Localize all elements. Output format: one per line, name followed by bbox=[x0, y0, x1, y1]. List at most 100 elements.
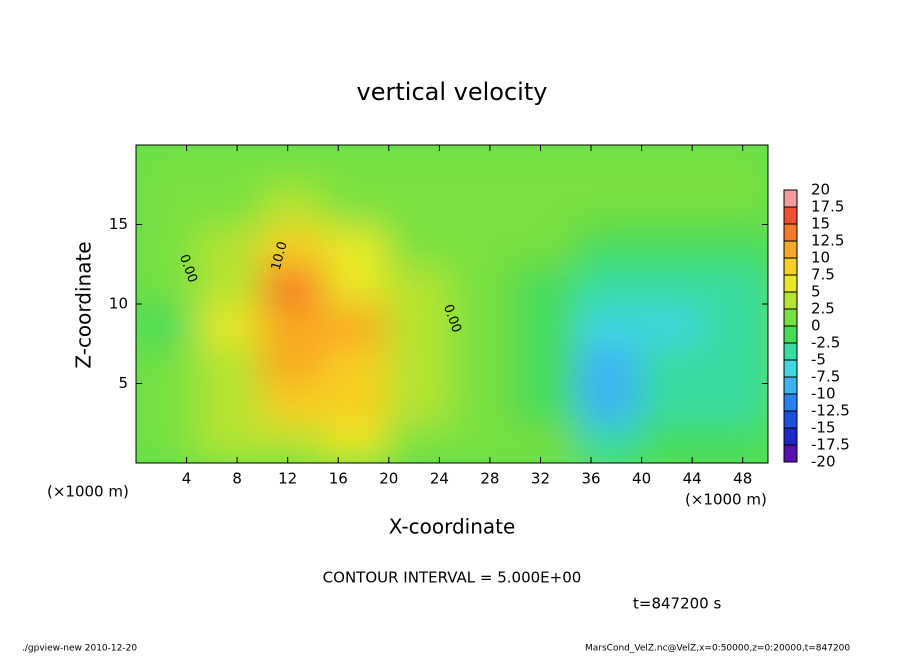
field-cell bbox=[386, 421, 454, 463]
colorbar-band bbox=[784, 190, 797, 207]
colorbar-label: -5 bbox=[811, 351, 826, 369]
cells bbox=[136, 145, 768, 463]
field-cell bbox=[260, 381, 328, 426]
colorbar-band bbox=[784, 275, 797, 292]
field-cell bbox=[260, 222, 328, 267]
field-cell bbox=[450, 182, 518, 227]
x-unit: (×1000 m) bbox=[685, 491, 767, 509]
x-tick-label: 36 bbox=[581, 470, 600, 488]
colorbar-label: 17.5 bbox=[811, 198, 844, 216]
field-cell bbox=[136, 222, 202, 267]
x-tick-label: 44 bbox=[683, 470, 702, 488]
field-cell bbox=[197, 421, 265, 463]
field-cell bbox=[513, 381, 581, 426]
field-cell bbox=[323, 341, 391, 386]
field-cell bbox=[136, 381, 202, 426]
x-tick-label: 28 bbox=[480, 470, 499, 488]
contour-interval: CONTOUR INTERVAL = 5.000E+00 bbox=[323, 569, 582, 587]
colorbar-label: -10 bbox=[811, 385, 836, 403]
field-cell bbox=[702, 262, 768, 306]
field-cell bbox=[260, 145, 328, 187]
colorbar-band bbox=[784, 360, 797, 377]
field-cell bbox=[576, 262, 644, 306]
y-tick-label: 10 bbox=[109, 295, 128, 313]
colorbar-label: -7.5 bbox=[811, 368, 840, 386]
field-cell bbox=[197, 302, 265, 346]
field-cell bbox=[639, 262, 707, 306]
field-cell bbox=[702, 145, 768, 187]
colorbar-label: 2.5 bbox=[811, 300, 835, 318]
field-cell bbox=[197, 145, 265, 187]
footer-right: MarsCond_VelZ.nc@VelZ,x=0:50000,z=0:2000… bbox=[585, 644, 850, 654]
colorbar-label: -17.5 bbox=[811, 436, 850, 454]
colorbar-band bbox=[784, 224, 797, 241]
field-cell bbox=[386, 222, 454, 267]
colorbar-band bbox=[784, 309, 797, 326]
y-tick-label: 5 bbox=[118, 374, 128, 392]
field-cell bbox=[576, 341, 644, 386]
field-cell bbox=[386, 381, 454, 426]
field-cell bbox=[450, 302, 518, 346]
colorbar-label: 7.5 bbox=[811, 266, 835, 284]
field-cell bbox=[576, 302, 644, 346]
field-cell bbox=[450, 145, 518, 187]
field-cell bbox=[136, 302, 202, 346]
field-cell bbox=[386, 341, 454, 386]
x-tick-label: 20 bbox=[379, 470, 398, 488]
contour-label: 10.0 bbox=[269, 240, 291, 272]
field-cell bbox=[639, 182, 707, 227]
field-cell bbox=[260, 262, 328, 306]
field-cell bbox=[323, 381, 391, 426]
field bbox=[136, 145, 768, 463]
field-cell bbox=[197, 182, 265, 227]
field-cell bbox=[136, 182, 202, 227]
field-cell bbox=[702, 182, 768, 227]
field-cell bbox=[639, 302, 707, 346]
field-cell bbox=[450, 341, 518, 386]
field-cell bbox=[323, 421, 391, 463]
field-cell bbox=[576, 182, 644, 227]
field-cell bbox=[260, 302, 328, 346]
field-cell bbox=[450, 381, 518, 426]
field-cell bbox=[260, 341, 328, 386]
field-cell bbox=[323, 262, 391, 306]
field-cell bbox=[702, 222, 768, 267]
x-tick-label: 16 bbox=[329, 470, 348, 488]
field-cell bbox=[386, 302, 454, 346]
field-cell bbox=[323, 222, 391, 267]
field-cell bbox=[513, 182, 581, 227]
field-cell bbox=[702, 302, 768, 346]
colorbar-band bbox=[784, 241, 797, 258]
field-cell bbox=[323, 302, 391, 346]
field-cell bbox=[136, 421, 202, 463]
colorbar-band bbox=[784, 411, 797, 428]
field-cell bbox=[136, 145, 202, 187]
colorbar-band bbox=[784, 445, 797, 462]
colorbar-band bbox=[784, 428, 797, 445]
field-cell bbox=[702, 421, 768, 463]
field-cell bbox=[450, 222, 518, 267]
colorbar-label: 15 bbox=[811, 215, 830, 233]
colorbar-band bbox=[784, 258, 797, 275]
field-cell bbox=[260, 421, 328, 463]
field-cell bbox=[197, 222, 265, 267]
colorbar-band bbox=[784, 394, 797, 411]
field-cell bbox=[386, 182, 454, 227]
field-cell bbox=[323, 145, 391, 187]
colorbar-label: 5 bbox=[811, 283, 821, 301]
colorbar-label: -12.5 bbox=[811, 402, 850, 420]
field-cell bbox=[513, 341, 581, 386]
field-cell bbox=[260, 182, 328, 227]
field-cell bbox=[702, 341, 768, 386]
colorbar-label: 0 bbox=[811, 317, 821, 335]
x-tick-label: 8 bbox=[232, 470, 242, 488]
field-cell bbox=[513, 222, 581, 267]
field-cell bbox=[576, 421, 644, 463]
field-cell bbox=[639, 145, 707, 187]
x-axis-label: X-coordinate bbox=[389, 515, 516, 539]
colorbar-label: 12.5 bbox=[811, 232, 844, 250]
colorbar-label: -15 bbox=[811, 419, 836, 437]
x-tick-label: 40 bbox=[632, 470, 651, 488]
field-cell bbox=[513, 262, 581, 306]
